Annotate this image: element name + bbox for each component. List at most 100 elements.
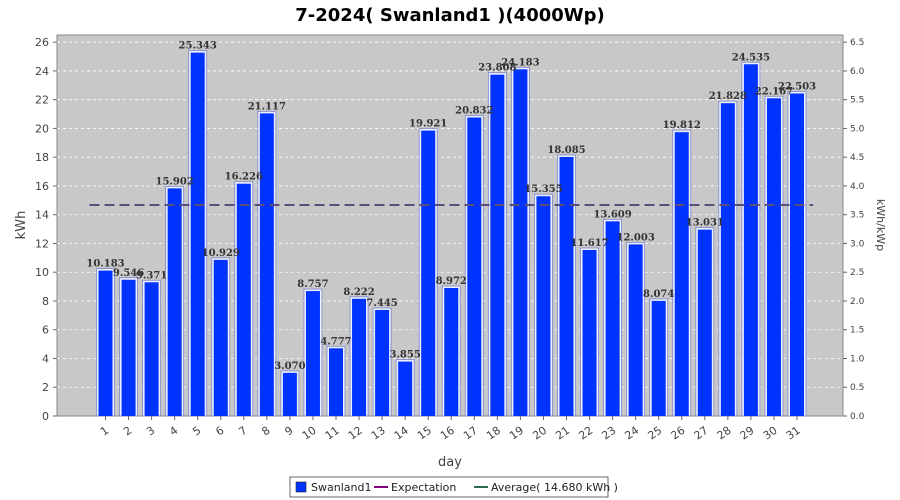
bar	[720, 103, 735, 416]
x-tick-label: 28	[715, 424, 734, 443]
x-tick-label: 10	[300, 424, 319, 443]
x-tick-label: 15	[415, 424, 434, 443]
data-label: 13.609	[593, 209, 631, 220]
x-tick-label: 13	[369, 424, 388, 443]
data-label: 8.757	[297, 279, 328, 290]
x-tick-label: 12	[346, 424, 365, 443]
y-tick-label: 12	[35, 237, 49, 250]
x-tick-label: 8	[259, 424, 272, 439]
y-tick-label: 6	[42, 324, 49, 337]
x-tick-label: 19	[507, 424, 526, 443]
x-axis: 1 2 3 4 5 6 7 8 9 10 11 12 13 14 15 16 17 18 19 20 21 22 23 24 2…	[98, 416, 803, 442]
x-tick-label: 23	[599, 424, 618, 443]
x-tick-label: 1	[98, 424, 111, 439]
data-label: 18.085	[547, 145, 585, 156]
y2-tick-label: 4.5	[850, 153, 864, 163]
x-tick-label: 20	[530, 424, 549, 443]
bar	[605, 221, 620, 416]
bar	[674, 132, 689, 417]
y-tick-label: 0	[42, 410, 49, 423]
legend-entry: Expectation	[391, 481, 456, 494]
x-tick-label: 26	[669, 424, 688, 443]
data-label: 12.003	[617, 232, 655, 243]
y-tick-label: 10	[35, 266, 49, 279]
x-tick-label: 29	[738, 424, 757, 443]
bar	[444, 288, 459, 416]
data-label: 9.371	[136, 270, 167, 281]
bar	[398, 361, 413, 416]
data-label: 19.812	[663, 120, 701, 131]
bar	[282, 372, 297, 416]
bar	[213, 259, 228, 416]
data-label: 8.972	[436, 276, 467, 287]
data-label: 25.343	[179, 41, 217, 52]
data-label: 13.031	[686, 218, 724, 229]
y-axis-label: kWh	[14, 211, 29, 240]
x-tick-label: 17	[461, 424, 480, 443]
data-label: 21.117	[248, 101, 286, 112]
data-label: 23.808	[478, 63, 516, 74]
x-tick-label: 24	[622, 424, 641, 443]
bar	[467, 117, 482, 416]
x-tick-label: 3	[144, 424, 157, 439]
legend: Swanland1 Expectation Average( 14.680 kWh …	[289, 476, 618, 498]
bar	[421, 130, 436, 417]
bar	[305, 291, 320, 416]
bar	[559, 156, 574, 416]
y2-tick-label: 3.0	[850, 239, 865, 249]
data-label: 9.546	[113, 268, 144, 279]
x-tick-label: 14	[392, 424, 411, 443]
data-label: 3.855	[389, 350, 420, 361]
legend-entry: Average( 14.680 kWh )	[491, 481, 618, 494]
bar	[743, 64, 758, 416]
x-tick-label: 27	[692, 424, 711, 443]
y2-tick-label: 2.0	[850, 297, 865, 307]
bar	[352, 298, 367, 416]
x-tick-label: 30	[761, 424, 780, 443]
x-tick-label: 25	[645, 424, 664, 443]
y-tick-label: 8	[42, 295, 49, 308]
y2-tick-label: 4.0	[850, 182, 865, 192]
data-label: 10.183	[86, 259, 124, 270]
y2-axis-label: kWh/kWp	[874, 199, 887, 251]
bar	[628, 244, 643, 416]
bar	[329, 348, 343, 416]
y-tick-label: 20	[35, 122, 49, 135]
bar	[490, 74, 505, 416]
data-label: 4.777	[320, 336, 351, 347]
x-axis-label: day	[438, 455, 462, 470]
x-tick-label: 7	[236, 424, 249, 439]
legend-swatch	[295, 481, 307, 493]
bar	[582, 249, 597, 416]
bar	[766, 98, 781, 417]
data-label: 16.226	[225, 172, 263, 183]
y2-tick-label: 6.5	[850, 38, 864, 48]
x-tick-label: 2	[121, 424, 134, 439]
data-label: 22.503	[778, 81, 816, 92]
y2-tick-label: 1.0	[850, 354, 865, 364]
legend-entry: Swanland1	[311, 481, 371, 494]
x-tick-label: 11	[323, 424, 342, 443]
y2-tick-label: 5.0	[850, 124, 865, 134]
x-tick-label: 6	[213, 424, 226, 439]
bar	[259, 113, 274, 417]
y2-tick-label: 5.5	[850, 96, 864, 106]
data-label: 7.445	[366, 298, 397, 309]
data-label: 24.535	[732, 52, 770, 63]
bar	[190, 52, 205, 416]
y2-tick-label: 2.5	[850, 268, 864, 278]
y-tick-label: 16	[35, 180, 49, 193]
x-tick-label: 9	[282, 424, 295, 439]
y2-tick-label: 3.5	[850, 211, 864, 221]
bar	[121, 279, 136, 416]
data-label: 24.183	[501, 57, 539, 68]
bar	[375, 309, 390, 416]
data-label: 8.074	[643, 289, 674, 300]
bar	[536, 196, 551, 416]
data-label: 22.167	[755, 86, 793, 97]
y2-tick-label: 6.0	[850, 67, 865, 77]
